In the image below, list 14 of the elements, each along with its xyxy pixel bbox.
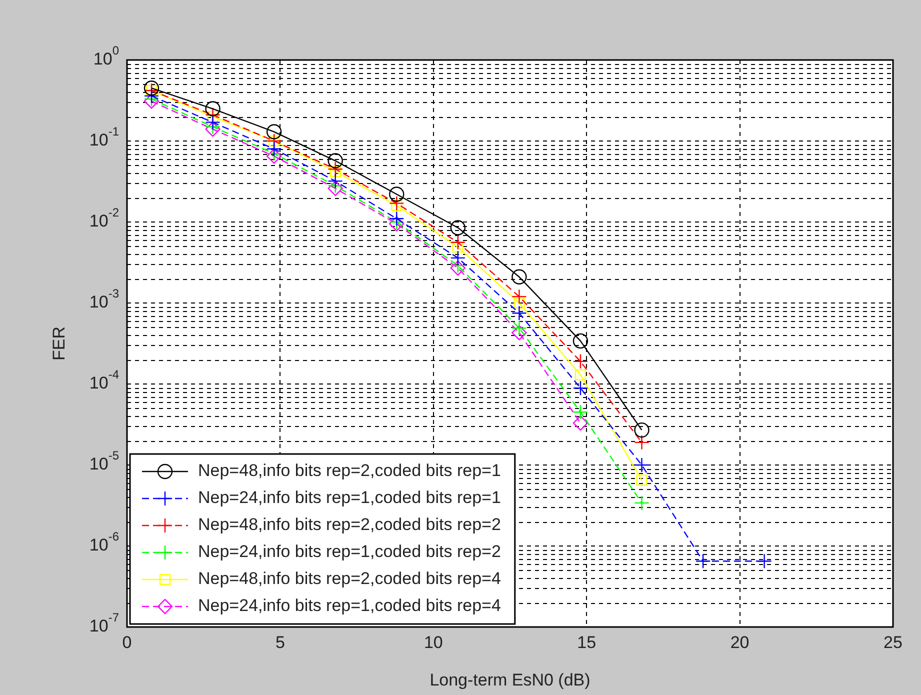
legend-label: Nep=48,info bits rep=2,coded bits rep=1 <box>198 461 501 480</box>
legend-label: Nep=48,info bits rep=2,coded bits rep=2 <box>198 515 501 534</box>
x-tick-label: 5 <box>275 632 285 652</box>
legend-label: Nep=48,info bits rep=2,coded bits rep=4 <box>198 569 501 588</box>
x-axis-title: Long-term EsN0 (dB) <box>430 670 590 690</box>
x-tick-label: 20 <box>730 632 750 652</box>
x-tick-label: 25 <box>884 632 902 652</box>
x-tick-label: 15 <box>577 632 596 652</box>
legend-label: Nep=24,info bits rep=1,coded bits rep=2 <box>198 542 501 562</box>
legend-label: Nep=24,info bits rep=1,coded bits rep=1 <box>198 488 501 508</box>
x-tick-label: 0 <box>122 632 132 652</box>
y-axis-title: FER <box>50 326 69 360</box>
legend-label: Nep=24,info bits rep=1,coded bits rep=4 <box>198 596 501 616</box>
x-tick-label: 10 <box>424 632 443 652</box>
